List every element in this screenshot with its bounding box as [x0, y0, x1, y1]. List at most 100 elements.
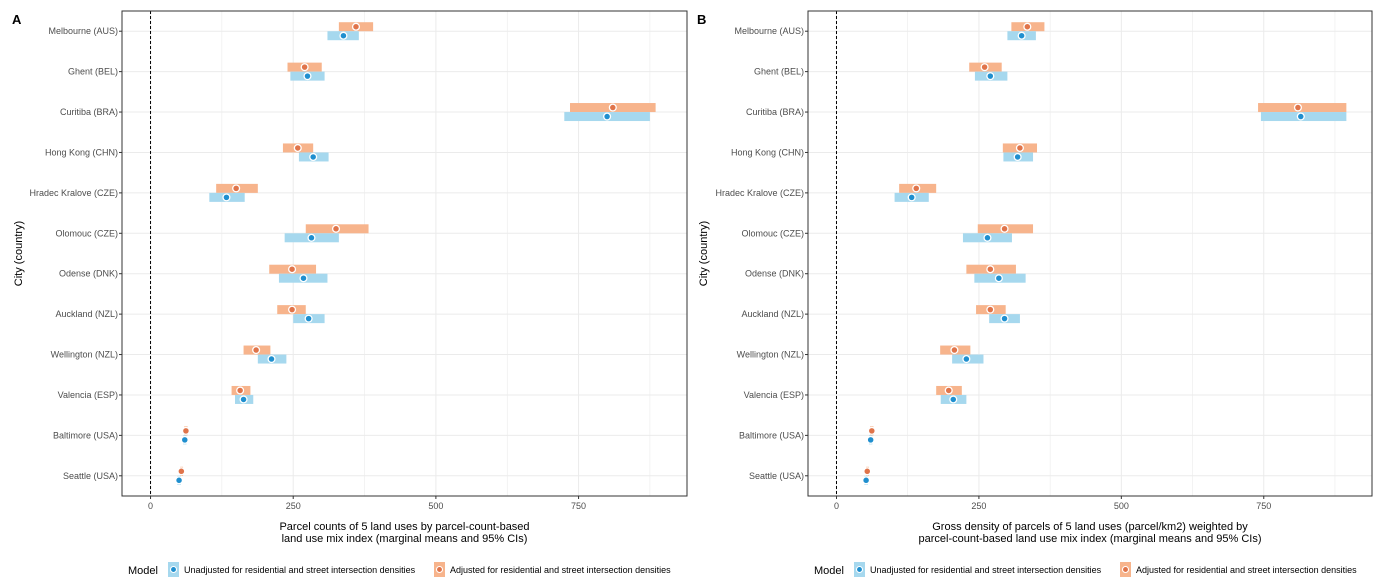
plot-background — [122, 11, 687, 496]
unadjusted-mean-point — [339, 31, 348, 40]
panel-border — [121, 10, 688, 497]
x-tick-label: 250 — [971, 501, 986, 511]
legend-label-adjusted: Adjusted for residential and street inte… — [450, 565, 671, 575]
adjusted-mean-point — [177, 467, 186, 476]
y-tick-label: Wellington (NZL) — [737, 350, 804, 360]
adjusted-mean-point — [331, 224, 341, 233]
adjusted-mean-point — [608, 103, 617, 112]
legend-label-unadjusted: Unadjusted for residential and street in… — [870, 565, 1102, 575]
unadjusted-mean-point — [994, 274, 1003, 283]
adjusted-mean-point — [252, 345, 261, 355]
y-tick-label: Hong Kong (CHN) — [731, 147, 804, 157]
legend-key-point-unadjusted — [855, 565, 864, 574]
unadjusted-mean-point — [267, 354, 276, 364]
y-tick-label: Hradec Kralove (CZE) — [715, 188, 804, 198]
adjusted-mean-point — [181, 426, 190, 435]
adjusted-mean-point — [986, 305, 995, 314]
adjusted-mean-point — [1293, 103, 1302, 112]
unadjusted-mean-point — [239, 395, 248, 404]
y-axis-title: City (country) — [698, 221, 710, 286]
x-axis-title-line: parcel-count-based land use mix index (m… — [918, 533, 1261, 545]
y-tick-label: Valencia (ESP) — [58, 390, 118, 400]
x-tick-label: 750 — [1256, 501, 1271, 511]
unadjusted-mean-point — [862, 476, 871, 485]
panel-b: Melbourne (AUS) Ghent (BEL) Curitiba (BRA)… — [697, 10, 1373, 577]
adjusted-mean-point — [300, 63, 309, 72]
unadjusted-mean-point — [1013, 152, 1022, 162]
adjusted-mean-point — [863, 467, 872, 476]
unadjusted-mean-point — [907, 193, 916, 202]
y-tick-label: Baltimore (USA) — [739, 430, 804, 440]
panel-border — [807, 10, 1373, 497]
legend: Model Unadjusted for residential and stre… — [814, 562, 1357, 577]
y-tick-label: Auckland (NZL) — [55, 309, 118, 319]
unadjusted-mean-point — [307, 233, 316, 242]
unadjusted-mean-point — [949, 395, 958, 404]
adjusted-mean-point — [986, 265, 995, 274]
unadjusted-mean-point — [180, 435, 189, 444]
unadjusted-mean-point — [986, 72, 995, 81]
x-tick-label: 500 — [1114, 501, 1129, 511]
adjusted-mean-point — [288, 305, 297, 314]
adjusted-mean-point — [1000, 224, 1009, 233]
x-tick-label: 0 — [148, 501, 153, 511]
unadjusted-mean-point — [603, 112, 612, 121]
adjusted-mean-point — [950, 345, 959, 355]
x-tick-label: 0 — [834, 501, 839, 511]
y-tick-label: Auckland (NZL) — [741, 309, 804, 319]
adjusted-ci-band — [1258, 103, 1347, 113]
y-tick-label: Hong Kong (CHN) — [45, 147, 118, 157]
unadjusted-mean-point — [304, 314, 313, 323]
panel-a: Melbourne (AUS) Ghent (BEL) Curitiba (BRA)… — [12, 10, 688, 577]
y-tick-label: Seattle (USA) — [63, 471, 118, 481]
adjusted-mean-point — [232, 184, 241, 193]
unadjusted-mean-point — [1000, 314, 1009, 323]
x-tick-label: 500 — [428, 501, 443, 511]
adjusted-mean-point — [288, 265, 297, 274]
y-tick-label: Olomouc (CZE) — [55, 228, 118, 238]
y-tick-label: Odense (DNK) — [745, 269, 804, 279]
adjusted-mean-point — [1023, 22, 1032, 31]
y-tick-label: Ghent (BEL) — [68, 67, 118, 77]
y-tick-label: Valencia (ESP) — [744, 390, 804, 400]
x-axis-title-line: Parcel counts of 5 land uses by parcel-c… — [279, 521, 529, 533]
unadjusted-mean-point — [303, 72, 312, 81]
unadjusted-mean-point — [222, 193, 231, 202]
plot-background — [808, 11, 1372, 496]
y-axis-title: City (country) — [13, 221, 25, 286]
x-axis-title-line: Gross density of parcels of 5 land uses … — [932, 521, 1248, 533]
y-tick-label: Seattle (USA) — [749, 471, 804, 481]
panel-tag: A — [12, 12, 22, 27]
adjusted-mean-point — [912, 184, 921, 193]
adjusted-mean-point — [980, 63, 989, 72]
x-tick-label: 250 — [286, 501, 301, 511]
x-axis-title-line: land use mix index (marginal means and 9… — [282, 533, 528, 545]
adjusted-mean-point — [1015, 143, 1024, 153]
unadjusted-mean-point — [983, 233, 992, 242]
legend-title: Model — [128, 565, 158, 577]
panel-tag: B — [697, 12, 706, 27]
adjusted-mean-point — [351, 22, 361, 31]
adjusted-mean-point — [236, 386, 245, 395]
y-tick-label: Curitiba (BRA) — [60, 107, 118, 117]
unadjusted-mean-point — [1296, 112, 1305, 121]
legend-key-point-adjusted — [1121, 565, 1130, 574]
y-tick-label: Wellington (NZL) — [51, 350, 118, 360]
unadjusted-mean-point — [299, 274, 308, 283]
unadjusted-mean-point — [175, 476, 184, 485]
y-tick-label: Ghent (BEL) — [754, 67, 804, 77]
y-tick-label: Baltimore (USA) — [53, 430, 118, 440]
adjusted-mean-point — [293, 143, 302, 153]
legend-key-point-adjusted — [435, 565, 444, 574]
legend-label-adjusted: Adjusted for residential and street inte… — [1136, 565, 1357, 575]
unadjusted-mean-point — [1017, 31, 1026, 40]
x-tick-label: 750 — [571, 501, 586, 511]
adjusted-mean-point — [944, 386, 953, 395]
unadjusted-mean-point — [309, 152, 318, 162]
legend-title: Model — [814, 565, 844, 577]
legend: Model Unadjusted for residential and stre… — [128, 562, 671, 577]
y-tick-label: Olomouc (CZE) — [741, 228, 804, 238]
y-tick-label: Melbourne (AUS) — [48, 26, 118, 36]
